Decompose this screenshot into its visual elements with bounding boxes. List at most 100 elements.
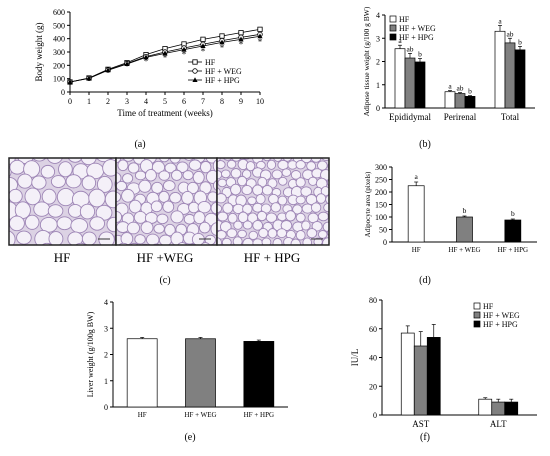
adipocyte-cell: [213, 140, 225, 153]
panel-label-c: (c): [159, 275, 170, 286]
adipocyte-cell: [56, 216, 73, 231]
chart-a-legend-label: HF + HPG: [205, 76, 240, 85]
adipocyte-cell: [285, 210, 296, 222]
adipocyte-cell: [150, 200, 163, 213]
chart-a-y-tick-label: 400: [53, 35, 65, 44]
adipocyte-cell: [230, 183, 242, 196]
adipocyte-cell: [278, 143, 288, 153]
adipocyte-cell: [106, 246, 121, 259]
adipocyte-cell: [219, 221, 232, 233]
chart-a-x-axis-label: Time of treatment (weeks): [117, 108, 212, 118]
adipocyte-cell: [252, 184, 264, 196]
micrograph-tile: [197, 142, 343, 258]
adipocyte-cell: [80, 158, 97, 166]
adipocyte-cell: [332, 240, 341, 247]
adipocyte-cell: [242, 220, 253, 230]
chart-d-y-tick-label: 0: [383, 238, 387, 247]
adipocyte-cell: [310, 158, 322, 163]
adipocyte-cell: [58, 161, 73, 178]
chart-a-legend-label: HF + WEG: [205, 67, 242, 76]
adipocyte-cell: [128, 199, 142, 214]
adipocyte-cell: [169, 192, 182, 204]
chart-b-significance-letter: a: [498, 16, 502, 25]
adipocyte-cell: [230, 168, 242, 179]
adipocyte-cell: [262, 158, 272, 162]
adipocyte-cell: [197, 142, 207, 153]
chart-a-point: [219, 39, 225, 45]
adipocyte-cell: [55, 131, 72, 150]
adipocyte-cell: [24, 214, 40, 230]
adipocyte-cell: [217, 193, 227, 204]
chart-a-point: [105, 67, 111, 73]
adipocyte-cell: [116, 158, 122, 164]
chart-a-significance-star: *: [144, 57, 149, 67]
adipocyte-cell: [40, 164, 56, 179]
adipocyte-cell: [42, 133, 58, 148]
chart-a-x-tick-label: 10: [256, 97, 264, 106]
chart-a-y-tick-label: 100: [53, 75, 65, 84]
chart-e-bar: [126, 338, 158, 408]
adipocyte-cell: [277, 195, 288, 206]
adipocyte-cell: [241, 184, 253, 196]
adipocyte-cell: [261, 237, 272, 245]
adipocyte-cell: [205, 169, 217, 184]
chart-a-legend-marker: [192, 77, 198, 82]
panel-label-f: (f): [420, 432, 430, 443]
chart-f-category-label: ALT: [490, 419, 507, 429]
adipocyte-cell: [267, 228, 278, 239]
adipocyte-cell: [182, 170, 194, 181]
adipocyte-cell: [188, 201, 200, 214]
adipocyte-cell: [89, 135, 105, 150]
chart-e-y-tick-label: 4: [104, 298, 108, 307]
adipocyte-cell: [170, 210, 184, 224]
adipocyte-cell: [88, 188, 106, 208]
adipocyte-cell: [9, 247, 24, 260]
adipocyte-cell: [10, 134, 25, 149]
chart-b-category-label: Epididymal: [389, 112, 431, 122]
adipocyte-cell: [17, 173, 33, 189]
adipocyte-cell: [144, 168, 157, 182]
adipocyte-cell: [295, 212, 306, 223]
chart-a-point: [257, 33, 263, 39]
adipocyte-cell: [321, 158, 329, 161]
adipocyte-cell: [165, 140, 175, 149]
chart-a-x-tick-label: 7: [201, 97, 205, 106]
adipocyte-cell: [241, 169, 252, 179]
chart-f-category-label: AST: [412, 419, 430, 429]
adipocyte-cell: [317, 230, 328, 239]
adipocyte-cell: [331, 220, 340, 229]
adipocyte-cell: [117, 159, 129, 172]
adipocyte-cell: [9, 159, 26, 175]
adipocyte-cell: [233, 220, 243, 230]
chart-b-y-tick-label: 1: [376, 81, 380, 90]
adipocyte-cell: [91, 141, 102, 151]
micrograph-tile: [9, 131, 134, 260]
adipocyte-cell: [295, 230, 306, 241]
chart-b-bar: [514, 49, 526, 109]
chart-b-bar: [404, 57, 416, 109]
panel-label-e: (e): [184, 432, 195, 443]
chart-a-legend-marker: [192, 68, 198, 74]
adipocyte-cell: [311, 220, 323, 232]
adipocyte-cell: [248, 230, 259, 240]
adipocyte-cell: [326, 248, 336, 258]
micrograph-strip: [8, 131, 343, 260]
adipocyte-cell: [158, 234, 172, 245]
chart-a-y-tick-label: 600: [53, 8, 65, 17]
adipocyte-cell: [153, 223, 165, 234]
adipocyte-cell: [158, 170, 171, 181]
adipocyte-cell: [222, 202, 234, 214]
adipocyte-cell: [306, 228, 318, 239]
adipocyte-cell: [119, 246, 134, 259]
adipocyte-cell: [220, 169, 231, 179]
chart-a-x-tick-label: 3: [125, 97, 129, 106]
chart-b-legend-swatch: [389, 33, 397, 41]
adipocyte-cell: [333, 153, 343, 162]
chart-f-legend-swatch: [473, 311, 481, 319]
chart-a-point: [181, 46, 187, 52]
adipocyte-cell: [67, 158, 83, 163]
adipocyte-cell: [217, 211, 229, 222]
chart-e-y-tick-label: 0: [104, 403, 108, 412]
panel-label-d: (d): [419, 275, 431, 286]
